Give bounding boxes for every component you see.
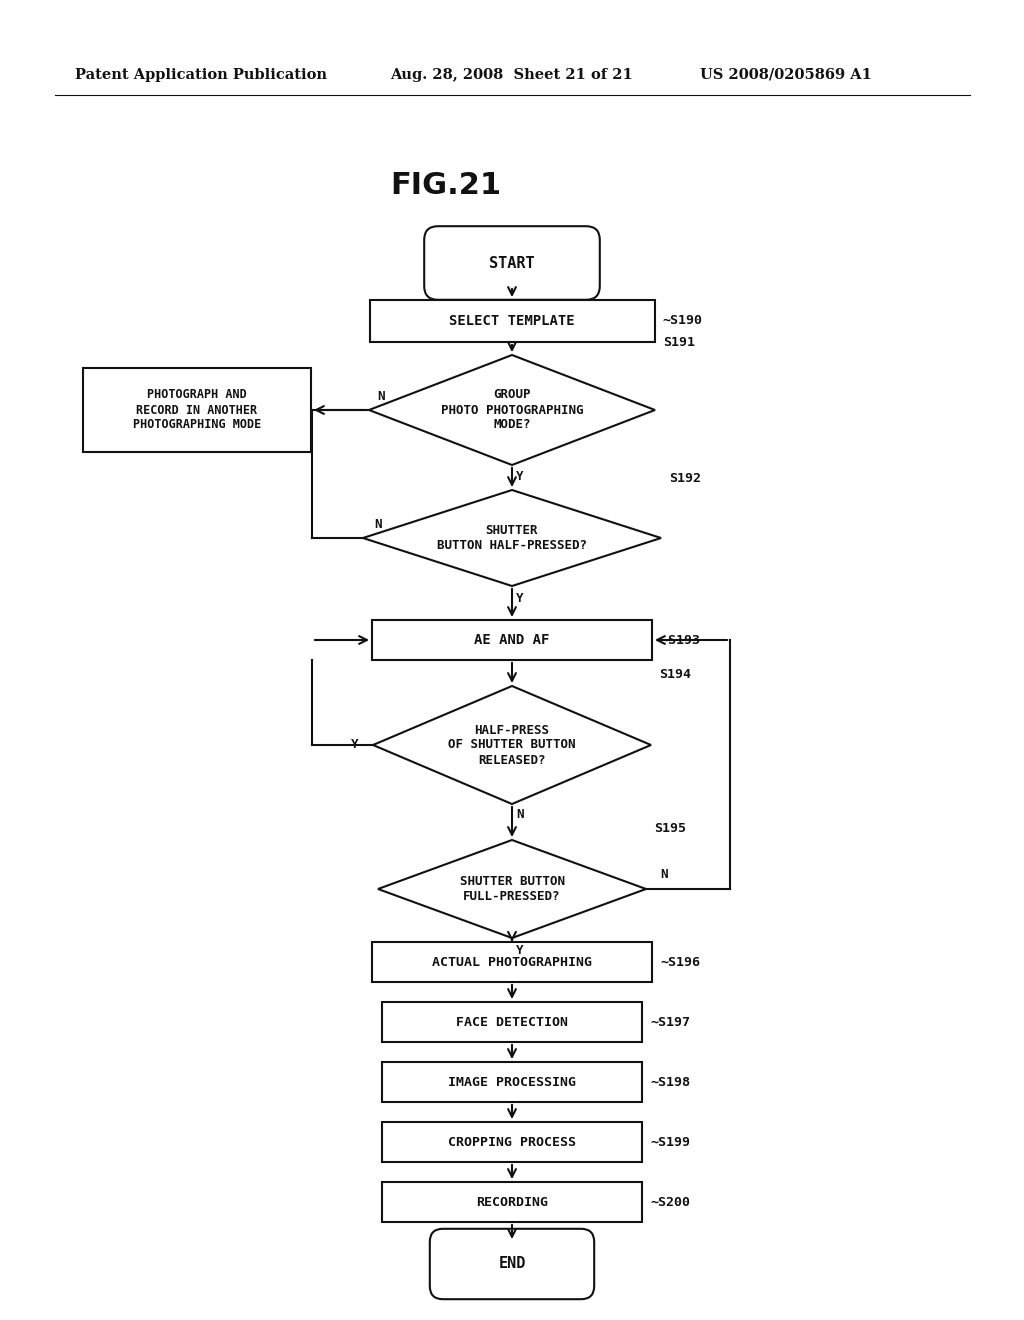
Bar xyxy=(382,1122,642,1162)
Bar xyxy=(372,620,652,660)
Bar xyxy=(372,942,652,982)
Text: US 2008/0205869 A1: US 2008/0205869 A1 xyxy=(700,69,871,82)
Text: RECORDING: RECORDING xyxy=(476,1196,548,1209)
Text: AE AND AF: AE AND AF xyxy=(474,634,550,647)
FancyBboxPatch shape xyxy=(424,226,600,300)
Text: ~S197: ~S197 xyxy=(650,1015,690,1028)
Text: FACE DETECTION: FACE DETECTION xyxy=(456,1015,568,1028)
Text: ACTUAL PHOTOGRAPHING: ACTUAL PHOTOGRAPHING xyxy=(432,956,592,969)
Text: S191: S191 xyxy=(663,337,695,350)
Text: ~S200: ~S200 xyxy=(650,1196,690,1209)
Text: S195: S195 xyxy=(654,821,686,834)
Text: Y: Y xyxy=(516,470,523,483)
Text: ~S190: ~S190 xyxy=(663,314,702,327)
Text: ~S196: ~S196 xyxy=(660,956,700,969)
Text: S192: S192 xyxy=(669,471,701,484)
Text: Y: Y xyxy=(516,591,523,605)
Text: GROUP
PHOTO PHOTOGRAPHING
MODE?: GROUP PHOTO PHOTOGRAPHING MODE? xyxy=(440,388,584,432)
Bar xyxy=(382,1181,642,1222)
Text: ~S199: ~S199 xyxy=(650,1135,690,1148)
Text: START: START xyxy=(489,256,535,271)
Bar xyxy=(382,1002,642,1041)
Text: HALF-PRESS
OF SHUTTER BUTTON
RELEASED?: HALF-PRESS OF SHUTTER BUTTON RELEASED? xyxy=(449,723,575,767)
Text: N: N xyxy=(374,517,382,531)
Text: Aug. 28, 2008  Sheet 21 of 21: Aug. 28, 2008 Sheet 21 of 21 xyxy=(390,69,633,82)
Bar xyxy=(83,368,311,451)
Text: PHOTOGRAPH AND
RECORD IN ANOTHER
PHOTOGRAPHING MODE: PHOTOGRAPH AND RECORD IN ANOTHER PHOTOGR… xyxy=(133,388,261,432)
Bar xyxy=(382,1063,642,1102)
Polygon shape xyxy=(378,840,646,939)
Text: END: END xyxy=(499,1257,525,1271)
Text: FIG.21: FIG.21 xyxy=(390,170,501,199)
Text: ~S193: ~S193 xyxy=(660,634,700,647)
Text: SHUTTER BUTTON
FULL-PRESSED?: SHUTTER BUTTON FULL-PRESSED? xyxy=(460,875,564,903)
Bar xyxy=(370,300,654,342)
Text: N: N xyxy=(660,869,668,882)
FancyBboxPatch shape xyxy=(430,1229,594,1299)
Text: CROPPING PROCESS: CROPPING PROCESS xyxy=(449,1135,575,1148)
Polygon shape xyxy=(373,686,651,804)
Text: N: N xyxy=(516,808,523,821)
Text: Y: Y xyxy=(351,738,358,751)
Text: Y: Y xyxy=(516,944,523,957)
Text: Patent Application Publication: Patent Application Publication xyxy=(75,69,327,82)
Text: N: N xyxy=(377,389,385,403)
Polygon shape xyxy=(362,490,662,586)
Text: ~S198: ~S198 xyxy=(650,1076,690,1089)
Text: SHUTTER
BUTTON HALF-PRESSED?: SHUTTER BUTTON HALF-PRESSED? xyxy=(437,524,587,552)
Text: SELECT TEMPLATE: SELECT TEMPLATE xyxy=(450,314,574,327)
Text: IMAGE PROCESSING: IMAGE PROCESSING xyxy=(449,1076,575,1089)
Text: S194: S194 xyxy=(659,668,691,681)
Polygon shape xyxy=(369,355,655,465)
